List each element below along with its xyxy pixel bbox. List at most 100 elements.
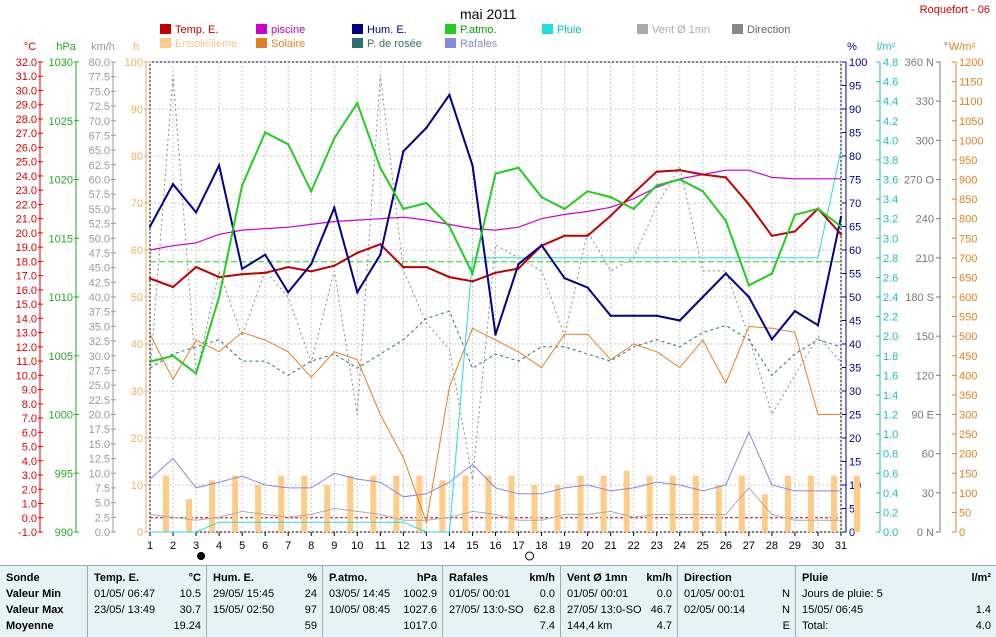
stats-cell: N (782, 604, 790, 616)
direction-tick-label: 90 E (911, 410, 934, 422)
direction-tick-label: 120 (916, 370, 934, 382)
rain-tick-label: 3.2 (883, 214, 898, 226)
direction-tick-label: 300 (916, 135, 934, 147)
data-point (194, 211, 198, 214)
sun-tick-label: 80 (131, 151, 143, 163)
stats-cell: 46.7 (650, 604, 672, 616)
humidity-tick-label: 45 (849, 316, 861, 328)
x-tick-label: 18 (535, 540, 547, 552)
legend-label: Hum. E. (367, 24, 407, 36)
wind-tick-label: 27.5 (89, 365, 110, 377)
data-point (517, 267, 520, 270)
rain-series-line (150, 149, 842, 533)
pool-temp-series-line (149, 169, 841, 251)
sunshine-bar (623, 470, 630, 532)
temp-tick-label: 24.0 (16, 171, 37, 183)
stats-cell: 01/05/ 00:01 (567, 588, 629, 600)
direction-unit-label: ° (944, 41, 948, 53)
sunshine-bar (393, 475, 400, 532)
humidity-tick-label: 35 (849, 363, 861, 375)
stats-cell: 15/05/ 06:45 (802, 604, 864, 616)
sun-tick-label: 20 (131, 433, 143, 445)
x-tick-label: 22 (628, 540, 640, 552)
data-point (517, 262, 520, 266)
temp-tick-label: 17.0 (16, 271, 37, 283)
data-point (402, 265, 405, 269)
solar-tick-label: 0 (959, 527, 965, 539)
temp-tick-label: 6.0 (22, 427, 37, 439)
x-tick-label: 6 (262, 540, 268, 552)
data-point (540, 195, 543, 199)
pressure-tick-label: 1020 (49, 175, 73, 187)
legend-swatch (160, 24, 171, 34)
temp-unit-label: °C (24, 41, 36, 53)
data-point (609, 214, 612, 218)
temp-tick-label: 31.0 (16, 71, 37, 83)
humidity-tick-label: 100 (849, 57, 867, 69)
rain-tick-label: 4.8 (883, 57, 898, 69)
legend-label: Rafales (460, 38, 498, 50)
solar-tick-label: 900 (959, 175, 977, 187)
data-point (333, 137, 336, 140)
solar-tick-label: 300 (959, 410, 977, 422)
stats-cell: 27/05/ 13:0-SO (449, 604, 524, 616)
solar-tick-label: 700 (959, 253, 977, 265)
data-point (287, 291, 290, 294)
wind-tick-label: 17.5 (89, 424, 110, 436)
x-tick-label: 13 (420, 540, 432, 552)
wind-tick-label: 67.5 (89, 130, 110, 142)
data-point (471, 280, 474, 283)
rain-tick-label: 2.4 (883, 292, 898, 304)
rain-tick-label: 4.2 (883, 116, 898, 128)
data-point (747, 284, 751, 287)
data-point (471, 164, 474, 167)
stats-column: Sonde Valeur Min Valeur Max Moyenne (0, 566, 87, 637)
data-point (632, 207, 635, 211)
solar-tick-label: 1150 (959, 77, 983, 89)
data-point (816, 324, 820, 327)
direction-tick-label: 240 (916, 214, 934, 226)
temp-tick-label: 32.0 (16, 57, 37, 69)
humidity-tick-label: 95 (849, 81, 861, 93)
sunshine-bar (347, 475, 354, 532)
temp-tick-label: 19.0 (16, 242, 37, 254)
chart-title: mai 2011 (460, 6, 517, 22)
pressure-tick-label: 1025 (49, 116, 73, 128)
sunshine-bar (531, 485, 538, 532)
data-point (379, 253, 382, 256)
legend-label: P.atmo. (460, 24, 497, 36)
direction-tick-label: 330 (916, 96, 934, 108)
rain-tick-label: 0.6 (883, 468, 898, 480)
legend-label: Solaire (271, 38, 305, 50)
stats-cell: 10.5 (179, 588, 201, 600)
x-tick-label: 8 (308, 540, 314, 552)
solar-tick-label: 250 (959, 429, 977, 441)
humidity-tick-label: 30 (849, 386, 861, 398)
data-point (655, 184, 658, 187)
legend-swatch (256, 24, 267, 34)
humidity-tick-label: 0 (849, 527, 855, 539)
sun-tick-label: 40 (131, 339, 143, 351)
humidity-tick-label: 20 (849, 433, 861, 445)
x-tick-label: 27 (743, 540, 755, 552)
data-point (609, 314, 612, 317)
legend-swatch (445, 24, 456, 34)
data-point (678, 178, 681, 181)
solar-tick-label: 500 (959, 331, 977, 343)
humidity-tick-label: 25 (849, 410, 861, 422)
wind-tick-label: 20.0 (89, 410, 110, 422)
solar-unit-label: W/m² (949, 41, 976, 53)
stats-cell: 1.4 (975, 604, 991, 616)
data-point (816, 207, 820, 211)
wind-tick-label: 10.0 (89, 468, 110, 480)
wind-tick-label: 12.5 (89, 454, 110, 466)
stats-cell: Temp. E. (94, 572, 140, 584)
data-point (655, 314, 658, 317)
data-point (402, 207, 405, 211)
stats-cell: % (307, 572, 317, 584)
stats-cell: 59 (304, 620, 317, 632)
solar-tick-label: 950 (959, 155, 977, 167)
x-tick-label: 15 (466, 540, 478, 552)
data-point (563, 277, 566, 280)
data-point (287, 143, 290, 146)
